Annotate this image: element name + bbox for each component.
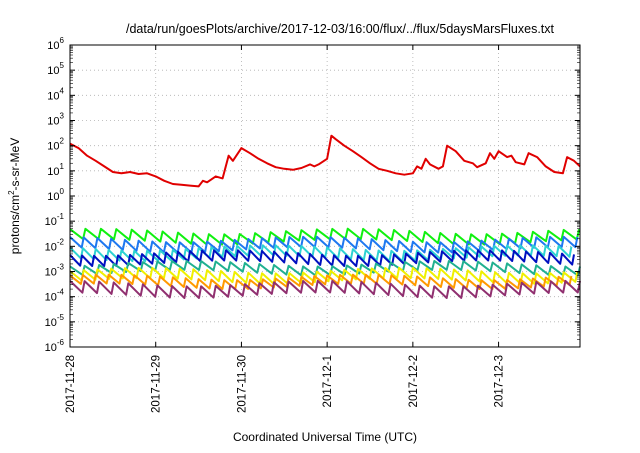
series-layer bbox=[69, 134, 581, 299]
y-tick-label: 100 bbox=[47, 187, 64, 203]
y-axis-label-sup: 2 bbox=[7, 190, 16, 195]
y-tick-label: 10-4 bbox=[45, 288, 65, 304]
series-line-2 bbox=[69, 235, 579, 254]
y-axis-label-rest: -s-sr-MeV bbox=[8, 138, 22, 191]
y-tick-label: 101 bbox=[47, 162, 64, 178]
y-tick-label: 10-3 bbox=[45, 263, 65, 279]
y-tick-label: 10-2 bbox=[45, 237, 65, 253]
y-axis-label-main: protons/cm bbox=[8, 195, 22, 254]
x-axis: 2017-11-28 2017-11-29 2017-11-30 2017-12-1 2… bbox=[65, 45, 506, 413]
y-tick-label: 10-6 bbox=[45, 338, 65, 354]
x-tick-label: 2017-12-1 bbox=[322, 355, 334, 407]
x-tick-label: 2017-11-28 bbox=[65, 355, 77, 413]
y-tick-label: 106 bbox=[47, 36, 64, 52]
y-tick-label: 10-5 bbox=[45, 313, 65, 329]
y-tick-label: 10-1 bbox=[45, 212, 65, 228]
x-tick-label: 2017-11-30 bbox=[236, 355, 248, 413]
series-line-5 bbox=[69, 260, 581, 277]
x-tick-label: 2017-11-29 bbox=[151, 355, 163, 413]
series-line-1 bbox=[69, 227, 581, 246]
y-tick-label: 102 bbox=[47, 137, 64, 153]
series-line-6 bbox=[69, 266, 579, 285]
y-axis-label: protons/cm2-s-sr-MeV bbox=[7, 138, 22, 254]
x-tick-label: 2017-12-2 bbox=[408, 355, 420, 407]
series-line-4 bbox=[69, 249, 575, 268]
chart-title: /data/run/goesPlots/archive/2017-12-03/1… bbox=[126, 22, 555, 36]
grid bbox=[70, 45, 580, 347]
y-tick-label: 105 bbox=[47, 61, 64, 77]
series-line-0 bbox=[69, 134, 581, 188]
y-axis: 10-6 10-5 10-4 10-3 10-2 10-1 100 101 102 103 104 1… bbox=[45, 36, 580, 354]
series-line-8 bbox=[69, 279, 581, 299]
x-tick-label: 2017-12-3 bbox=[494, 355, 506, 407]
y-tick-label: 104 bbox=[47, 86, 64, 102]
y-tick-label: 103 bbox=[47, 112, 64, 128]
x-axis-label: Coordinated Universal Time (UTC) bbox=[233, 430, 417, 444]
